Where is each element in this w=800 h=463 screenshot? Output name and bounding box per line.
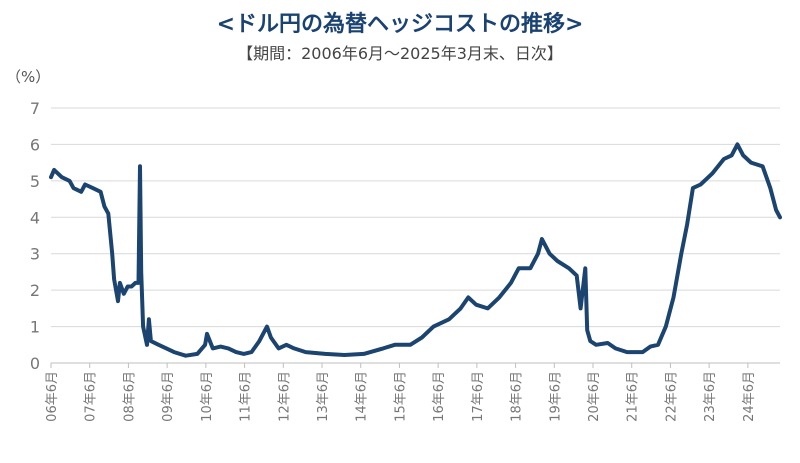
y-tick-label: 7 — [30, 99, 40, 118]
y-tick-label: 3 — [30, 245, 40, 264]
x-tick-label: 22年6月 — [664, 371, 679, 422]
y-axis-unit: （%） — [6, 68, 51, 86]
x-tick-label: 09年6月 — [161, 371, 176, 422]
y-tick-label: 4 — [30, 208, 40, 227]
x-tick-label: 19年6月 — [548, 371, 563, 422]
x-tick-label: 08年6月 — [122, 371, 137, 422]
x-tick-label: 13年6月 — [316, 371, 331, 422]
y-tick-label: 2 — [30, 281, 40, 300]
y-tick-label: 1 — [30, 318, 40, 337]
chart-title: <ドル円の為替ヘッジコストの推移> — [216, 12, 584, 37]
x-tick-label: 20年6月 — [587, 371, 602, 422]
y-tick-label: 6 — [30, 135, 40, 154]
x-tick-label: 07年6月 — [84, 371, 99, 422]
x-tick-label: 10年6月 — [200, 371, 215, 422]
chart-subtitle: 【期間：2006年6月～2025年3月末、日次】 — [237, 44, 563, 63]
x-tick-label: 14年6月 — [355, 371, 370, 422]
y-tick-label: 5 — [30, 172, 40, 191]
x-tick-label: 12年6月 — [277, 371, 292, 422]
x-tick-label: 15年6月 — [393, 371, 408, 422]
x-tick-label: 16年6月 — [432, 371, 447, 422]
x-tick-label: 24年6月 — [742, 371, 757, 422]
x-tick-label: 21年6月 — [626, 371, 641, 422]
series-line — [49, 142, 782, 358]
x-tick-label: 17年6月 — [471, 371, 486, 422]
x-tick-label: 06年6月 — [45, 371, 60, 422]
y-tick-label: 0 — [30, 354, 40, 373]
x-tick-label: 11年6月 — [239, 371, 254, 422]
x-tick-label: 23年6月 — [703, 371, 718, 422]
x-tick-label: 18年6月 — [510, 371, 525, 422]
